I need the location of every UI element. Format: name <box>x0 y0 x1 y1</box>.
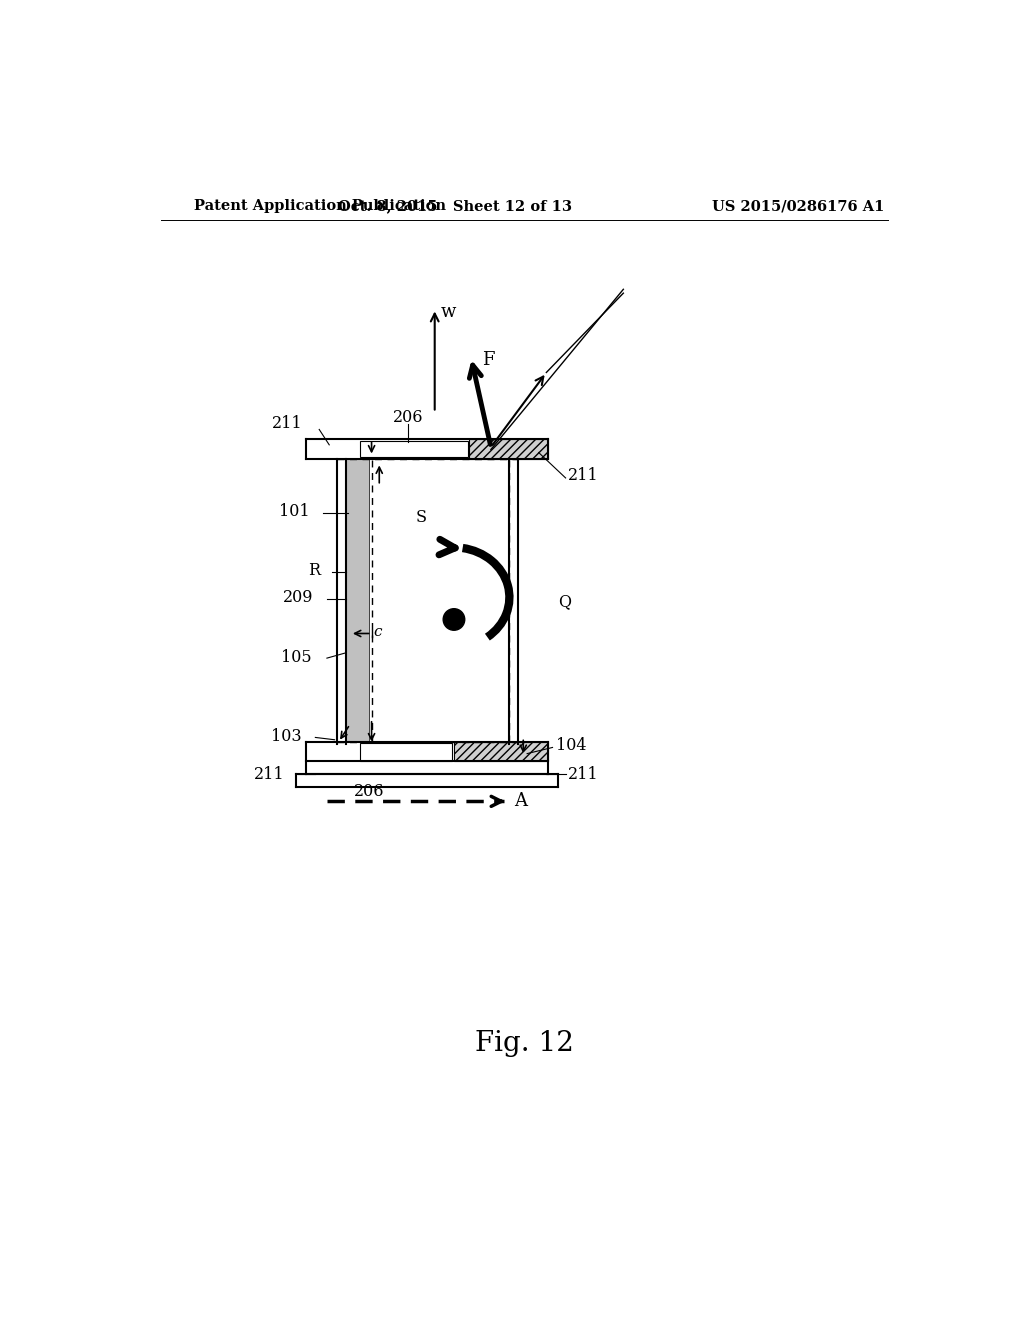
Text: 104: 104 <box>556 738 586 755</box>
Text: 211: 211 <box>568 766 599 783</box>
Text: 211: 211 <box>272 414 303 432</box>
Polygon shape <box>360 743 453 760</box>
Text: 206: 206 <box>354 783 384 800</box>
Text: w: w <box>441 304 457 321</box>
Text: Fig. 12: Fig. 12 <box>475 1031 574 1057</box>
Text: 211: 211 <box>568 467 599 484</box>
Text: S: S <box>416 510 426 527</box>
Text: A: A <box>514 792 527 810</box>
Text: 209: 209 <box>284 589 313 606</box>
Text: 206: 206 <box>392 409 423 426</box>
Text: 101: 101 <box>279 503 309 520</box>
Text: Patent Application Publication: Patent Application Publication <box>194 199 445 213</box>
Text: 105: 105 <box>281 649 311 665</box>
Text: 211: 211 <box>254 766 285 783</box>
Text: Oct. 8, 2015   Sheet 12 of 13: Oct. 8, 2015 Sheet 12 of 13 <box>339 199 572 213</box>
Text: c: c <box>373 624 382 639</box>
Polygon shape <box>454 742 548 762</box>
Polygon shape <box>469 440 548 459</box>
Circle shape <box>443 609 465 630</box>
Text: 103: 103 <box>271 729 301 746</box>
Text: F: F <box>482 351 495 370</box>
Polygon shape <box>346 459 370 742</box>
Text: US 2015/0286176 A1: US 2015/0286176 A1 <box>712 199 885 213</box>
Polygon shape <box>360 441 468 457</box>
Text: Q: Q <box>558 594 571 610</box>
Text: R: R <box>308 562 319 579</box>
